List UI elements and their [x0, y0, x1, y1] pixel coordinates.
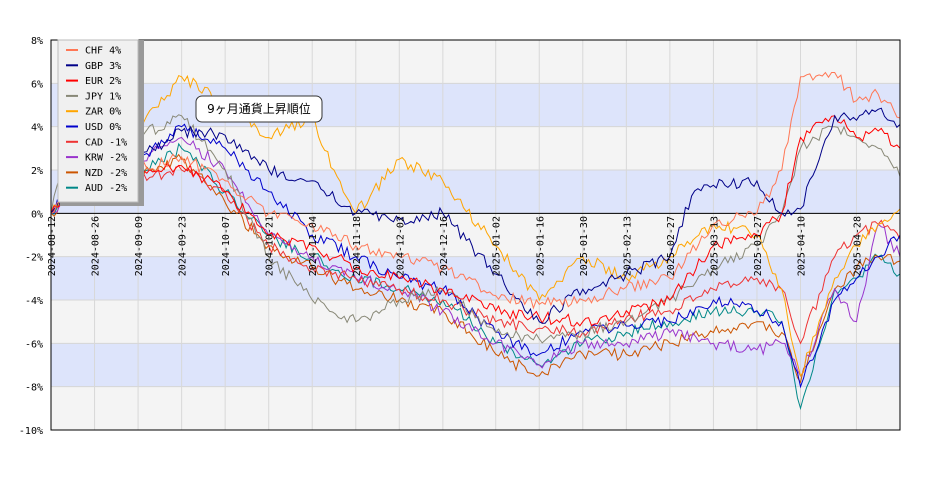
- x-tick-label: 2024-08-26: [91, 216, 102, 276]
- x-tick-label: 2024-10-07: [221, 216, 232, 276]
- legend-label: KRW -2%: [85, 153, 127, 164]
- band: [51, 386, 900, 430]
- legend-label: USD 0%: [85, 122, 121, 133]
- x-tick-label: 2024-11-04: [308, 216, 319, 276]
- x-tick-label: 2024-08-12: [47, 216, 58, 276]
- band: [51, 83, 900, 127]
- x-tick-label: 2024-09-23: [178, 216, 189, 276]
- legend-label: ZAR 0%: [85, 107, 121, 118]
- legend-label: EUR 2%: [85, 76, 121, 87]
- series-line-gbp: [50, 107, 901, 324]
- legend-label: CAD -1%: [85, 137, 127, 148]
- x-tick-label: 2025-03-13: [709, 216, 720, 276]
- y-tick-label: -6%: [25, 339, 43, 350]
- y-tick-label: 0%: [31, 209, 43, 220]
- y-tick-label: 2%: [31, 166, 43, 177]
- series-line-aud: [50, 142, 901, 411]
- y-tick-label: 4%: [31, 123, 43, 134]
- chart-title-box: 9ヶ月通貨上昇順位: [195, 95, 323, 123]
- x-axis-tick-labels: 2024-08-12 2024-08-26 2024-09-09 2024-09-23…: [47, 216, 863, 276]
- y-tick-label: -4%: [25, 296, 43, 307]
- x-tick-label: 2024-11-18: [352, 216, 363, 276]
- series-line-chf: [50, 71, 901, 310]
- series-line-nzd: [50, 153, 901, 384]
- band: [51, 343, 900, 387]
- series-line-krw: [50, 136, 901, 377]
- x-tick-label: 2025-01-30: [579, 216, 590, 276]
- x-tick-label: 2025-01-02: [492, 216, 503, 276]
- x-tick-label: 2024-10-21: [265, 216, 276, 276]
- legend-label: AUD -2%: [85, 183, 127, 194]
- band: [51, 40, 900, 84]
- y-tick-label: -10%: [19, 426, 43, 437]
- plot-frame: [50, 39, 901, 431]
- legend-box: [57, 39, 139, 203]
- chart-title-border: [195, 95, 323, 123]
- band: [51, 256, 900, 300]
- series-line-zar: [50, 74, 901, 377]
- x-tick-label: 2025-03-27: [753, 216, 764, 276]
- x-tick-label: 2025-01-16: [535, 216, 546, 276]
- legend-label: NZD -2%: [85, 168, 127, 179]
- x-tick-label: 2025-04-28: [852, 216, 863, 276]
- series-line-jpy: [50, 114, 901, 344]
- x-tick-label: 2024-09-09: [134, 216, 145, 276]
- legend-label: GBP 3%: [85, 61, 121, 72]
- band: [51, 126, 900, 170]
- band: [51, 300, 900, 344]
- x-tick-label: 2025-04-10: [796, 216, 807, 276]
- legend-label: CHF 4%: [85, 46, 121, 57]
- chart-title: 9ヶ月通貨上昇順位: [207, 101, 311, 116]
- y-tick-label: 6%: [31, 79, 43, 90]
- y-axis-tick-labels: 8% 6% 4% 2% 0% -2% -4% -6% -8% -10%: [19, 36, 43, 437]
- x-tick-label: 2025-02-27: [666, 216, 677, 276]
- legend: CHF 4% GBP 3% EUR 2% JPY 1% ZAR 0% USD 0% CAD …: [57, 39, 144, 206]
- series-lines: [50, 71, 901, 411]
- legend-label: JPY 1%: [85, 91, 121, 102]
- y-tick-label: -8%: [25, 383, 43, 394]
- y-tick-label: -2%: [25, 253, 43, 264]
- band: [51, 213, 900, 257]
- x-tick-label: 2024-12-02: [395, 216, 406, 276]
- y-tick-label: 8%: [31, 36, 43, 47]
- x-tick-label: 2025-02-13: [622, 216, 633, 276]
- series-line-eur: [50, 115, 901, 327]
- x-tick-label: 2024-12-16: [439, 216, 450, 276]
- band: [51, 170, 900, 214]
- plot-border: [50, 39, 901, 431]
